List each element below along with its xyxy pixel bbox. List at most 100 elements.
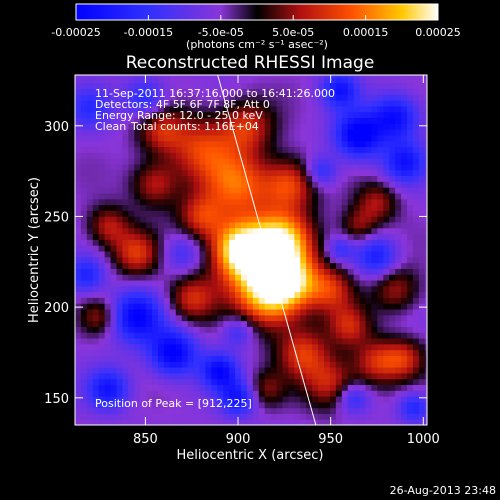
- heatmap-cell: [193, 384, 201, 391]
- heatmap-cell: [395, 274, 402, 281]
- heatmap-cell: [235, 332, 242, 339]
- heatmap-cell: [341, 413, 349, 420]
- heatmap-cell: [258, 332, 266, 339]
- heatmap-cell: [128, 140, 135, 148]
- heatmap-cell: [276, 187, 284, 194]
- heatmap-cell: [270, 401, 278, 409]
- heatmap-cell: [389, 361, 396, 368]
- heatmap-cell: [288, 384, 295, 391]
- heatmap-cell: [241, 152, 248, 159]
- heatmap-cell: [86, 158, 94, 165]
- heatmap-cell: [252, 303, 260, 310]
- heatmap-cell: [152, 326, 159, 333]
- heatmap-cell: [205, 76, 212, 84]
- heatmap-cell: [406, 111, 414, 119]
- heatmap-cell: [199, 75, 207, 78]
- heatmap-cell: [412, 152, 420, 159]
- heatmap-cell: [146, 274, 153, 281]
- heatmap-cell: [306, 308, 313, 316]
- heatmap-cell: [146, 303, 153, 310]
- heatmap-cell: [406, 76, 414, 84]
- heatmap-cell: [329, 337, 337, 345]
- heatmap-cell: [163, 140, 171, 148]
- heatmap-cell: [246, 100, 254, 107]
- heatmap-cell: [122, 204, 129, 211]
- heatmap-cell: [211, 395, 218, 403]
- heatmap-cell: [246, 181, 254, 188]
- heatmap-cell: [211, 233, 218, 240]
- heatmap-cell: [306, 413, 313, 420]
- heatmap-cell: [211, 250, 218, 258]
- heatmap-cell: [401, 291, 408, 298]
- heatmap-cell: [306, 76, 313, 84]
- heatmap-cell: [264, 94, 272, 101]
- heatmap-cell: [128, 256, 135, 264]
- heatmap-cell: [134, 297, 141, 304]
- heatmap-cell: [140, 82, 147, 90]
- heatmap-cell: [128, 384, 135, 391]
- heatmap-cell: [217, 285, 224, 293]
- heatmap-cell: [371, 303, 378, 310]
- heatmap-cell: [418, 233, 426, 240]
- heatmap-cell: [86, 146, 94, 153]
- heatmap-cell: [371, 378, 378, 385]
- heatmap-cell: [270, 332, 278, 339]
- heatmap-cell: [122, 75, 129, 78]
- heatmap-cell: [264, 372, 272, 380]
- heatmap-cell: [276, 326, 284, 333]
- heatmap-cell: [335, 326, 343, 333]
- heatmap-cell: [359, 198, 367, 206]
- heatmap-cell: [335, 366, 343, 374]
- heatmap-cell: [329, 100, 337, 107]
- heatmap-cell: [193, 320, 201, 327]
- heatmap-cell: [294, 262, 301, 269]
- heatmap-cell: [329, 239, 337, 246]
- heatmap-cell: [329, 413, 337, 420]
- heatmap-cell: [395, 123, 402, 130]
- heatmap-cell: [401, 94, 408, 101]
- heatmap-cell: [193, 413, 201, 420]
- heatmap-cell: [205, 413, 212, 420]
- heatmap-cell: [199, 111, 207, 119]
- heatmap-cell: [134, 274, 141, 281]
- heatmap-cell: [223, 210, 230, 217]
- heatmap-cell: [152, 233, 159, 240]
- heatmap-cell: [276, 105, 284, 113]
- heatmap-cell: [371, 239, 378, 246]
- heatmap-cell: [181, 192, 189, 200]
- heatmap-cell: [122, 198, 129, 206]
- heatmap-cell: [306, 337, 313, 345]
- heatmap-cell: [246, 123, 254, 130]
- heatmap-cell: [116, 117, 124, 124]
- heatmap-cell: [152, 134, 159, 142]
- heatmap-cell: [169, 320, 177, 327]
- heatmap-cell: [424, 332, 427, 339]
- heatmap-cell: [353, 75, 361, 78]
- heatmap-cell: [92, 378, 100, 385]
- heatmap-cell: [406, 100, 414, 107]
- heatmap-cell: [377, 146, 384, 153]
- heatmap-cell: [187, 158, 195, 165]
- heatmap-cell: [371, 245, 378, 252]
- heatmap-cell: [104, 221, 112, 229]
- heatmap-cell: [252, 349, 260, 356]
- heatmap-cell: [246, 76, 254, 84]
- heatmap-cell: [116, 361, 124, 368]
- heatmap-cell: [92, 111, 100, 119]
- heatmap-cell: [163, 256, 171, 264]
- heatmap-cell: [347, 314, 355, 322]
- heatmap-cell: [264, 419, 272, 425]
- heatmap-cell: [229, 152, 236, 159]
- heatmap-cell: [116, 198, 124, 206]
- heatmap-cell: [246, 268, 254, 275]
- heatmap-cell: [92, 169, 100, 177]
- heatmap-cell: [104, 384, 112, 391]
- heatmap-cell: [323, 181, 331, 188]
- heatmap-cell: [175, 390, 183, 397]
- heatmap-cell: [424, 349, 427, 356]
- heatmap-cell: [110, 158, 118, 165]
- heatmap-cell: [128, 390, 135, 397]
- heatmap-cell: [418, 169, 426, 177]
- heatmap-cell: [80, 158, 88, 165]
- heatmap-cell: [235, 401, 242, 409]
